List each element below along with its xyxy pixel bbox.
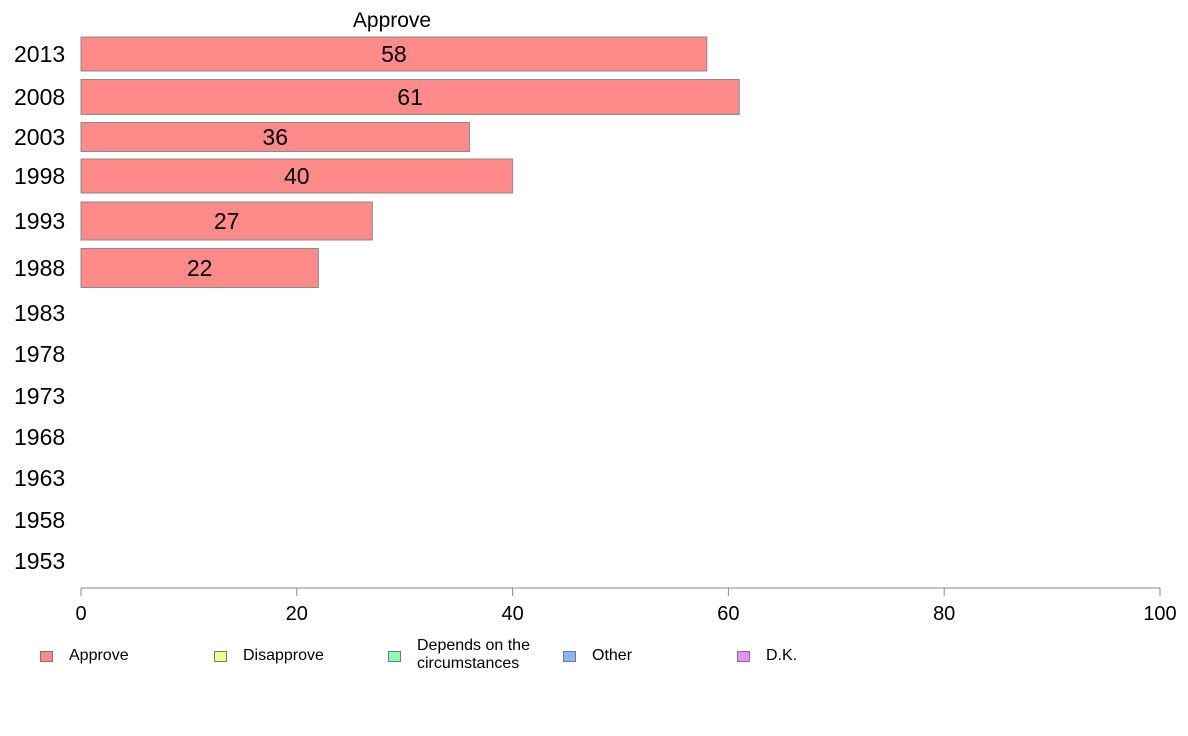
bar-1998 xyxy=(80,158,514,194)
legend-label-approve: Approve xyxy=(69,647,129,664)
category-label-1968: 1968 xyxy=(14,424,65,450)
legend-swatch-dk xyxy=(737,651,750,662)
legend-swatch-approve xyxy=(40,651,53,662)
x-tick-label-100: 100 xyxy=(1143,603,1176,625)
x-tick-label-20: 20 xyxy=(286,603,308,625)
category-label-1983: 1983 xyxy=(14,300,65,326)
legend-item-other: Other xyxy=(563,636,632,665)
category-label-2013: 2013 xyxy=(14,41,65,67)
category-label-1988: 1988 xyxy=(14,255,65,281)
bar-2013 xyxy=(80,36,708,72)
legend-item-dk: D.K. xyxy=(737,636,797,665)
category-label-1953: 1953 xyxy=(14,548,65,574)
bar-1988 xyxy=(80,248,319,288)
bar-1993 xyxy=(80,201,373,241)
category-label-1998: 1998 xyxy=(14,163,65,189)
legend-label-disapprove: Disapprove xyxy=(243,647,324,664)
x-tick-label-40: 40 xyxy=(501,603,523,625)
legend-label-dk: D.K. xyxy=(766,647,798,664)
bar-value-label-1988: 22 xyxy=(187,255,213,281)
legend-swatch-depends xyxy=(388,651,401,662)
category-label-1978: 1978 xyxy=(14,341,65,367)
legend-swatch-other xyxy=(563,651,576,662)
category-label-1958: 1958 xyxy=(14,507,65,533)
chart-title: Approve xyxy=(353,9,431,32)
legend-swatch-disapprove xyxy=(214,651,227,662)
bar-value-label-1998: 40 xyxy=(284,163,310,189)
legend-item-disapprove: Disapprove xyxy=(214,636,324,665)
legend-label-depends: Depends on the circumstances xyxy=(417,637,530,672)
legend-label-other: Other xyxy=(592,647,633,664)
legend-item-approve: Approve xyxy=(40,636,129,665)
category-label-1993: 1993 xyxy=(14,208,65,234)
bar-value-label-1993: 27 xyxy=(214,208,240,234)
x-tick-label-80: 80 xyxy=(933,603,955,625)
category-label-2008: 2008 xyxy=(14,84,65,110)
bar-2003 xyxy=(80,122,470,152)
bar-value-label-2008: 61 xyxy=(397,84,423,110)
legend: Approve Disapprove Depends on the circum… xyxy=(0,636,1188,696)
bar-value-label-2013: 58 xyxy=(381,41,407,67)
category-label-1973: 1973 xyxy=(14,383,65,409)
bar-value-label-2003: 36 xyxy=(262,124,288,150)
x-axis: 0 20 40 60 80 100 xyxy=(75,587,1177,625)
x-tick-label-60: 60 xyxy=(717,603,739,625)
category-label-1963: 1963 xyxy=(14,465,65,491)
bar-2008 xyxy=(80,79,740,115)
category-label-2003: 2003 xyxy=(14,124,65,150)
x-tick-label-0: 0 xyxy=(75,603,86,625)
category-labels: 2013 2008 2003 1998 1993 1988 1983 1978 1973 1968… xyxy=(14,41,65,574)
legend-item-depends: Depends on the circumstances xyxy=(388,636,557,673)
